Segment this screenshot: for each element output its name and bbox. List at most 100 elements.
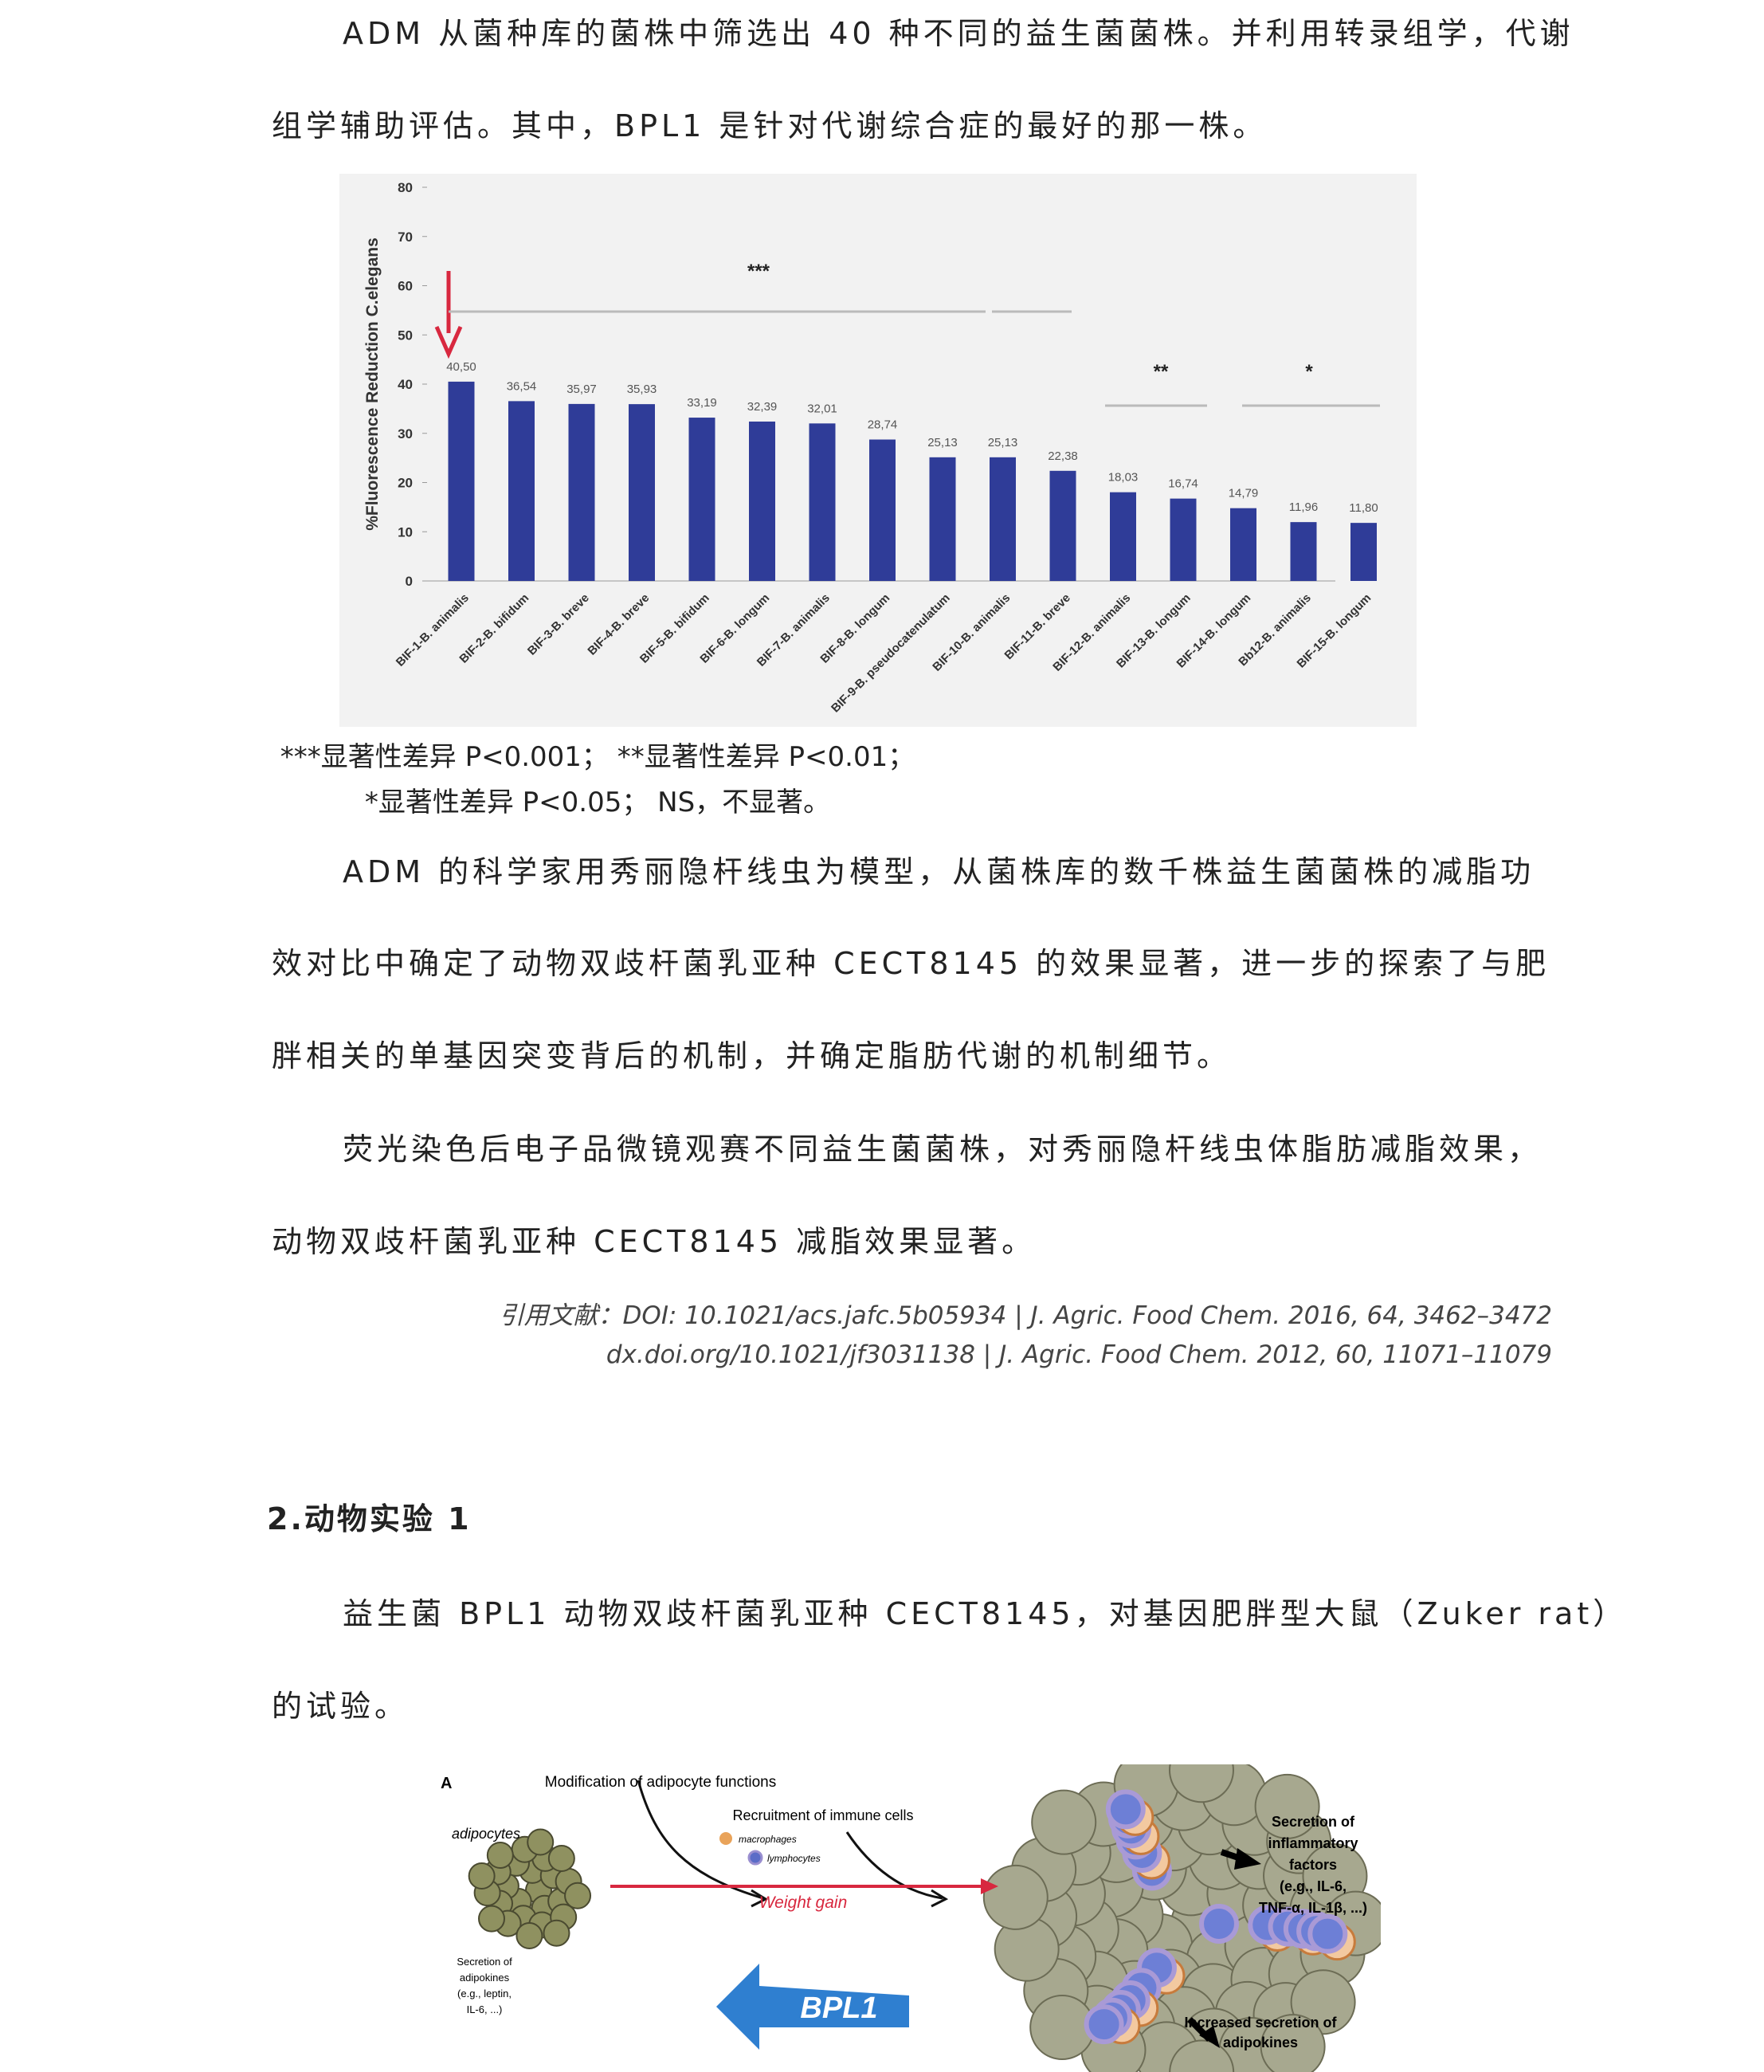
value-label: 28,74 xyxy=(868,418,898,432)
paragraph-line: 胖相关的单基因突变背后的机制，并确定脂肪代谢的机制细节。 xyxy=(272,1038,1232,1073)
caption-line: *显著性差异 P<0.05； NS，不显著。 xyxy=(364,787,831,818)
bar xyxy=(688,418,715,581)
paragraph-line: ADM 从菌种库的菌株中筛选出 40 种不同的益生菌菌株。并利用转录组学，代谢 xyxy=(343,16,1574,51)
paragraph-line: 荧光染色后电子品微镜观赛不同益生菌菌株，对秀丽隐杆线虫体脂肪减脂效果， xyxy=(343,1132,1543,1167)
caption-line: ***显著性差异 P<0.001； **显著性差异 P<0.01； xyxy=(280,741,915,773)
adipocyte xyxy=(468,1862,496,1890)
diagram-label: BPL1 xyxy=(800,1992,877,2025)
bar xyxy=(929,457,956,581)
significance-label: ** xyxy=(1154,361,1169,383)
value-label: 25,13 xyxy=(927,436,958,449)
arrow-head xyxy=(751,1889,769,1908)
arrow-head xyxy=(981,1878,998,1894)
paragraph-line: 益生菌 BPL1 动物双歧杆菌乳亚种 CECT8145，对基因肥胖型大鼠（Zuk… xyxy=(343,1596,1628,1631)
y-tick-label: 40 xyxy=(398,377,413,392)
bar xyxy=(508,401,535,581)
y-tick-label: 20 xyxy=(398,476,413,491)
bar xyxy=(809,423,836,581)
significance-label: *** xyxy=(747,261,770,282)
chart: %Fluorescence Reduction C.elegans 0 10 20 3… xyxy=(339,174,1417,727)
bar xyxy=(1230,508,1256,581)
cell-clusters xyxy=(468,1764,1381,2072)
highlight-arrow-head xyxy=(434,325,463,359)
bar xyxy=(1049,470,1076,581)
diagram-label: adipokines xyxy=(460,1972,510,1984)
paragraph-line: 动物双歧杆菌乳亚种 CECT8145 减脂效果显著。 xyxy=(272,1224,1037,1259)
curved-arrow xyxy=(637,1780,764,1900)
lymphocyte xyxy=(1105,1789,1146,1830)
bar xyxy=(869,439,896,581)
value-label: 32,39 xyxy=(747,400,778,414)
adipocyte xyxy=(982,1864,1049,1930)
value-label: 11,80 xyxy=(1349,501,1378,515)
arrow-head xyxy=(1234,1848,1261,1870)
bar xyxy=(990,457,1016,581)
y-tick-label: 80 xyxy=(398,180,413,195)
y-tick-label: 10 xyxy=(398,524,413,540)
adipocyte xyxy=(564,1882,592,1909)
arrow-head xyxy=(1199,2026,1220,2048)
adipocyte xyxy=(543,1919,570,1947)
y-tick-label: 50 xyxy=(398,328,413,343)
citation: dx.doi.org/10.1021/jf3031138 | J. Agric.… xyxy=(606,1340,1552,1369)
curved-arrow xyxy=(845,1831,943,1900)
paragraph-line: ADM 的科学家用秀丽隐杆线虫为模型，从菌株库的数千株益生菌菌株的减脂功 xyxy=(343,854,1535,889)
bar xyxy=(568,403,595,581)
diagram-label: Weight gain xyxy=(759,1893,848,1912)
diagram-label: Secretion of xyxy=(457,1956,512,1968)
value-label: 14,79 xyxy=(1229,487,1259,500)
section-heading: 2.动物实验 1 xyxy=(267,1501,472,1536)
y-tick-label: 0 xyxy=(406,574,413,589)
value-label: 25,13 xyxy=(988,436,1018,449)
bar xyxy=(448,381,475,581)
adipocyte xyxy=(1169,2039,1235,2072)
adipocyte xyxy=(1260,2014,1326,2072)
y-tick-label: 60 xyxy=(398,279,413,294)
value-label: 35,97 xyxy=(566,383,597,396)
bar xyxy=(1110,492,1136,581)
diagram-label: Modification of adipocyte functions xyxy=(545,1774,776,1791)
value-label: 40,50 xyxy=(446,360,476,374)
citation: 引用文献：DOI: 10.1021/acs.jafc.5b05934 | J. … xyxy=(499,1301,1552,1330)
bpl1-arrow xyxy=(716,1964,909,2050)
adipocyte xyxy=(1168,1764,1234,1803)
paragraph-line: 效对比中确定了动物双歧杆菌乳亚种 CECT8145 的效果显著，进一步的探索了与… xyxy=(272,946,1550,981)
diagram-label: Increased secretion of xyxy=(1184,2015,1337,2031)
y-axis-label: %Fluorescence Reduction C.elegans xyxy=(363,237,382,531)
bar xyxy=(749,421,775,581)
significance-label: * xyxy=(1305,361,1313,383)
bar xyxy=(1350,523,1377,581)
legend-icon xyxy=(719,1832,732,1845)
adipocyte xyxy=(547,1844,575,1872)
diagram-label: factors xyxy=(1289,1857,1337,1873)
adipocyte xyxy=(478,1905,506,1933)
bar xyxy=(1290,522,1317,581)
value-label: 33,19 xyxy=(687,396,717,410)
diagram-label: lymphocytes xyxy=(767,1853,821,1864)
value-label: 11,96 xyxy=(1289,500,1318,514)
diagram-label: TNF-α, IL-1β, ...) xyxy=(1259,1900,1367,1916)
paragraph-line: 组学辅助评估。其中，BPL1 是针对代谢综合症的最好的那一株。 xyxy=(272,108,1268,143)
y-tick-label: 30 xyxy=(398,426,413,441)
diagram-label: Secretion of xyxy=(1272,1814,1355,1830)
y-tick-label: 70 xyxy=(398,230,413,245)
value-label: 22,38 xyxy=(1048,449,1078,463)
adipocyte xyxy=(1254,1773,1320,1839)
diagram-label: (e.g., IL-6, xyxy=(1280,1878,1347,1894)
value-label: 16,74 xyxy=(1168,477,1198,491)
diagram-label: Recruitment of immune cells xyxy=(732,1807,913,1823)
bar xyxy=(1170,498,1197,581)
adipocyte xyxy=(527,1828,555,1856)
paragraph-line: 的试验。 xyxy=(272,1689,410,1724)
value-label: 32,01 xyxy=(807,402,837,415)
value-label: 35,93 xyxy=(627,383,657,396)
arrow-head xyxy=(931,1889,949,1908)
adipocyte xyxy=(1031,1789,1097,1855)
diagram-label: IL-6, ...) xyxy=(467,2003,503,2015)
diagram-label: adipokines xyxy=(1223,2035,1298,2050)
value-label: 18,03 xyxy=(1108,471,1139,485)
adipocyte xyxy=(515,1921,543,1949)
adipocyte xyxy=(486,1842,514,1870)
lymphocyte xyxy=(1199,1904,1239,1944)
